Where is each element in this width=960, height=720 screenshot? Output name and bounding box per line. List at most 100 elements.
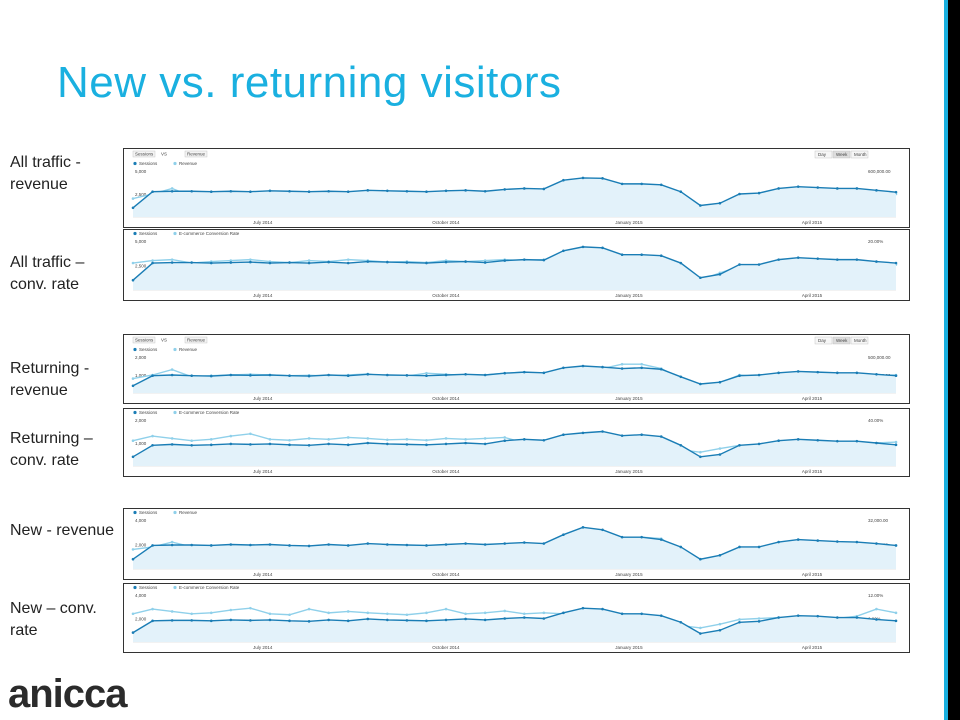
legend-dot [173,231,177,236]
series-point [386,438,389,442]
series-point [836,371,839,375]
series-point [522,187,526,190]
series-point [131,197,135,200]
series-point [229,189,233,193]
series-point [425,619,428,623]
series-point [699,204,702,207]
series-point [268,618,272,622]
series-line [132,430,897,458]
series-point [483,437,487,440]
series-point [777,258,780,261]
series-point [483,261,487,264]
view-button [850,336,869,345]
series-point [307,607,311,611]
right-axis-label: 500,000.00 [868,355,891,360]
x-axis-label: April 2015 [802,645,823,650]
series-point [268,543,272,546]
left-axis-label: 5,000 [135,239,147,244]
series-point [679,190,683,193]
series-point [699,626,702,630]
x-axis-label: October 2014 [432,396,460,401]
series-point [209,619,213,623]
series-point [522,616,526,619]
legend-dot [133,161,137,166]
series-point [542,611,546,615]
analytics-chart: Sessions E-commerce Conversion Rate 5,000 2… [123,229,910,301]
series-point [562,178,565,182]
series-point [562,366,565,370]
right-axis-label: 20.00% [868,239,883,244]
series-point [307,620,311,623]
series-point [288,619,291,623]
series-point [679,261,683,265]
legend-text: Revenue [179,347,198,352]
panel-label: Returning – conv. rate [10,430,93,469]
series-point [699,382,702,386]
series-point [640,182,643,186]
legend-dot [133,410,137,415]
series-point [131,548,135,551]
series-point [444,437,448,440]
series-point [131,612,135,616]
series-point [875,618,878,621]
series-point [620,367,624,370]
series-point [738,374,741,378]
series-point [855,439,859,443]
series-point [757,191,761,195]
series-line [132,246,897,281]
series-point [346,258,350,261]
series-point [601,528,604,532]
series-point [327,611,330,615]
slide-title: New vs. returning visitors [57,58,562,107]
series-point [640,433,643,437]
series-point [386,373,389,377]
series-point [836,439,839,443]
series-point [346,261,350,265]
series-point [346,436,350,439]
series-line [132,526,897,560]
control-box [184,150,208,158]
x-axis-label: October 2014 [432,572,460,577]
x-axis-label: January 2015 [615,293,643,298]
series-point [757,545,761,549]
legend-dot [133,510,137,515]
series-point [483,259,487,262]
series-point [718,453,722,456]
x-axis-label: July 2014 [253,572,273,577]
series-point [679,444,683,447]
x-axis-label: October 2014 [432,469,460,474]
view-button [814,150,833,159]
series-point [131,384,135,388]
series-point [190,543,193,547]
legend-dot [173,585,177,590]
control-text: VS [161,338,167,343]
series-point [816,257,820,260]
series-point [366,542,370,545]
control-text: VS [161,152,167,157]
series-point [522,541,526,544]
series-point [209,443,213,447]
series-point [425,443,428,447]
x-axis-label: April 2015 [802,396,823,401]
series-point [386,618,389,622]
series-point [151,544,154,547]
panel-label: New – conv. rate [10,600,97,639]
series-point [464,542,467,545]
series-point [699,450,702,454]
series-point [425,371,428,375]
series-point [581,431,585,435]
series-point [542,371,546,375]
x-axis-label: July 2014 [253,293,273,298]
series-point [425,374,428,378]
series-point [288,544,291,547]
series-point [855,258,859,261]
series-point [562,533,565,536]
series-point [562,249,565,253]
series-point [464,441,467,445]
series-point [405,443,409,446]
series-point [894,611,898,615]
x-axis-label: April 2015 [802,469,823,474]
series-point [229,373,233,377]
x-axis-label: April 2015 [802,572,823,577]
side-bar [948,0,960,720]
